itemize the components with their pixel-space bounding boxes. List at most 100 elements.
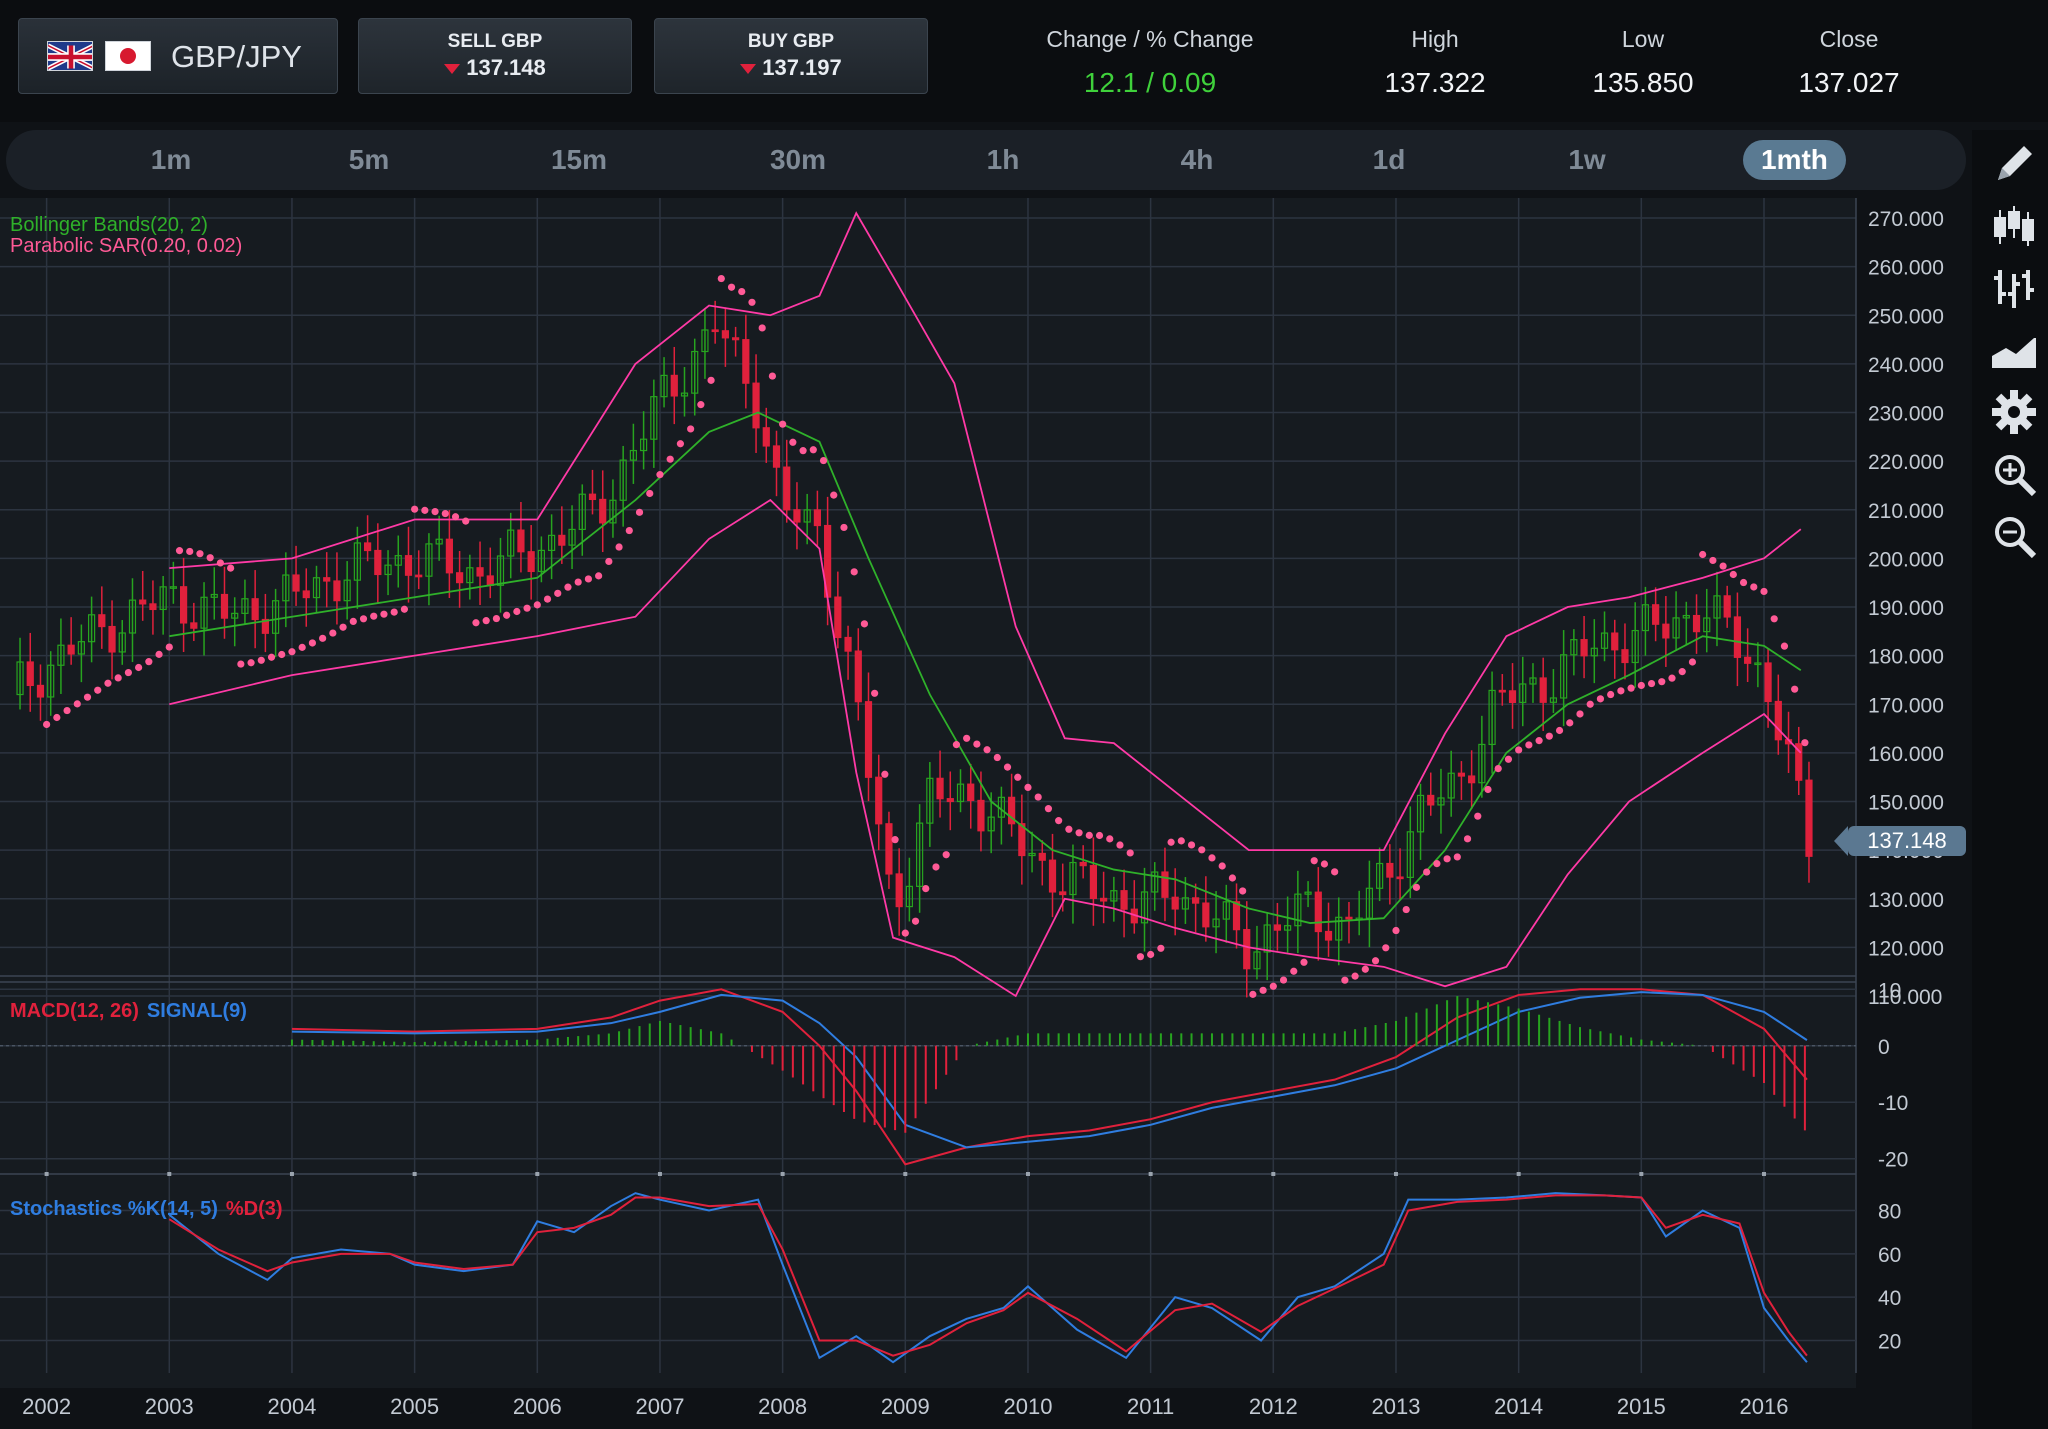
price-chart[interactable]: 2002 2003 2004 2005 2006 2007 2008 2009 2010 2011… — [0, 198, 1972, 1429]
sar-dot — [1780, 642, 1789, 650]
stoch-tick-label: 40 — [1878, 1287, 1901, 1310]
sar-dot — [1310, 857, 1318, 865]
sar-dot — [1545, 732, 1553, 740]
candle-body — [588, 493, 597, 501]
candle-body — [895, 873, 903, 908]
candle-body — [1754, 662, 1762, 666]
timeframe-1mth[interactable]: 1mth — [1743, 140, 1846, 180]
timeframe-4h[interactable]: 4h — [1180, 144, 1214, 175]
indicator-lines — [168, 211, 1808, 1364]
x-tick-label: 2016 — [1740, 1394, 1789, 1419]
candle-body — [1549, 697, 1558, 703]
timeframe-1d[interactable]: 1d — [1372, 144, 1406, 175]
sar-dot — [1187, 841, 1196, 849]
candle-body — [1621, 649, 1629, 664]
stoch-d-line — [168, 1194, 1808, 1357]
sar-dot — [840, 523, 848, 532]
sar-dot — [145, 658, 153, 666]
ohlc-bars-icon[interactable] — [1990, 264, 2038, 312]
candle-body — [1672, 617, 1680, 639]
sar-dot — [390, 608, 398, 616]
sar-dot — [809, 446, 817, 454]
candlestick-icon[interactable] — [1990, 202, 2038, 250]
sar-dot — [1525, 741, 1533, 749]
candle-body — [1437, 797, 1445, 806]
candle-body — [742, 339, 750, 384]
candle-body — [854, 650, 862, 703]
candle-body — [1243, 929, 1251, 970]
candle-body — [1539, 677, 1547, 703]
pencil-icon[interactable] — [1990, 140, 2038, 188]
sar-dot — [584, 575, 593, 583]
buy-button[interactable]: BUY GBP 137.197 — [654, 18, 928, 94]
area-chart-icon[interactable] — [1990, 326, 2038, 374]
signal-legend-label: SIGNAL(9) — [147, 1000, 247, 1022]
sar-dot — [1668, 674, 1676, 682]
macd-tick-label: 0 — [1878, 1036, 1890, 1059]
sar-dot — [186, 547, 194, 556]
timeframe-1w[interactable]: 1w — [1568, 144, 1606, 175]
sar-dot — [697, 401, 705, 409]
sar-dot — [339, 623, 347, 631]
sar-dot — [380, 610, 388, 618]
candle-body — [1048, 859, 1057, 893]
high-label: High — [1411, 26, 1459, 52]
currency-pair-selector[interactable]: GBP/JPY — [18, 18, 338, 94]
x-tick-label: 2005 — [390, 1394, 439, 1419]
sar-dot — [421, 506, 429, 514]
timeframe-1h[interactable]: 1h — [986, 144, 1020, 175]
stoch-tick-label: 80 — [1878, 1201, 1901, 1224]
zoom-out-icon[interactable] — [1990, 512, 2038, 560]
zoom-in-icon[interactable] — [1990, 450, 2038, 498]
timeframe-5m[interactable]: 5m — [348, 144, 390, 175]
sar-dot — [114, 674, 122, 682]
x-tick-label: 2013 — [1372, 1394, 1421, 1419]
sar-dot — [595, 572, 603, 580]
sar-dot — [1085, 831, 1093, 839]
sar-dot — [63, 706, 71, 715]
pane-dot — [289, 1172, 294, 1176]
sar-dot — [850, 568, 858, 576]
sar-dot — [206, 554, 214, 562]
price-tick-label: 190.000 — [1868, 597, 1944, 620]
stoch-d-legend-label: %D(3) — [226, 1198, 283, 1220]
sar-dot — [1463, 835, 1472, 843]
candle-body — [1202, 902, 1210, 928]
candle-body — [231, 612, 239, 619]
candle-body — [77, 641, 85, 655]
candle-body — [1181, 897, 1190, 910]
timeframe-15m[interactable]: 15m — [550, 144, 608, 175]
sar-dot — [227, 564, 235, 572]
candle-body — [1089, 865, 1098, 899]
timeframe-1m[interactable]: 1m — [150, 144, 192, 175]
sell-button[interactable]: SELL GBP 137.148 — [358, 18, 632, 94]
price-tick-label: 170.000 — [1868, 694, 1944, 717]
sar-dot — [1729, 570, 1737, 579]
candle-body — [292, 574, 300, 592]
sar-dot — [1709, 556, 1717, 565]
candle-body — [1100, 897, 1108, 902]
candle-body — [1641, 604, 1650, 632]
candle-body — [1764, 662, 1772, 703]
candle-body — [1059, 891, 1067, 896]
candle-body — [783, 466, 791, 511]
price-tick-label: 230.000 — [1868, 403, 1944, 426]
gear-icon[interactable] — [1990, 388, 2038, 436]
candle-body — [1212, 918, 1220, 928]
candle-body — [1570, 639, 1578, 656]
candle-body — [1519, 683, 1527, 703]
sar-dot — [1371, 957, 1380, 965]
sar-dot — [1055, 817, 1063, 825]
sar-dot — [124, 668, 132, 677]
candle-body — [496, 555, 505, 586]
candle-body — [813, 509, 821, 527]
candle-body — [629, 449, 637, 461]
sar-dot — [881, 770, 889, 778]
sar-dot — [165, 643, 173, 651]
sar-dot — [1647, 679, 1656, 688]
timeframe-30m[interactable]: 30m — [769, 144, 827, 175]
sar-dot — [492, 614, 501, 623]
candle-body — [926, 777, 934, 824]
sar-dot — [1034, 793, 1042, 801]
candle-body — [1498, 689, 1506, 693]
